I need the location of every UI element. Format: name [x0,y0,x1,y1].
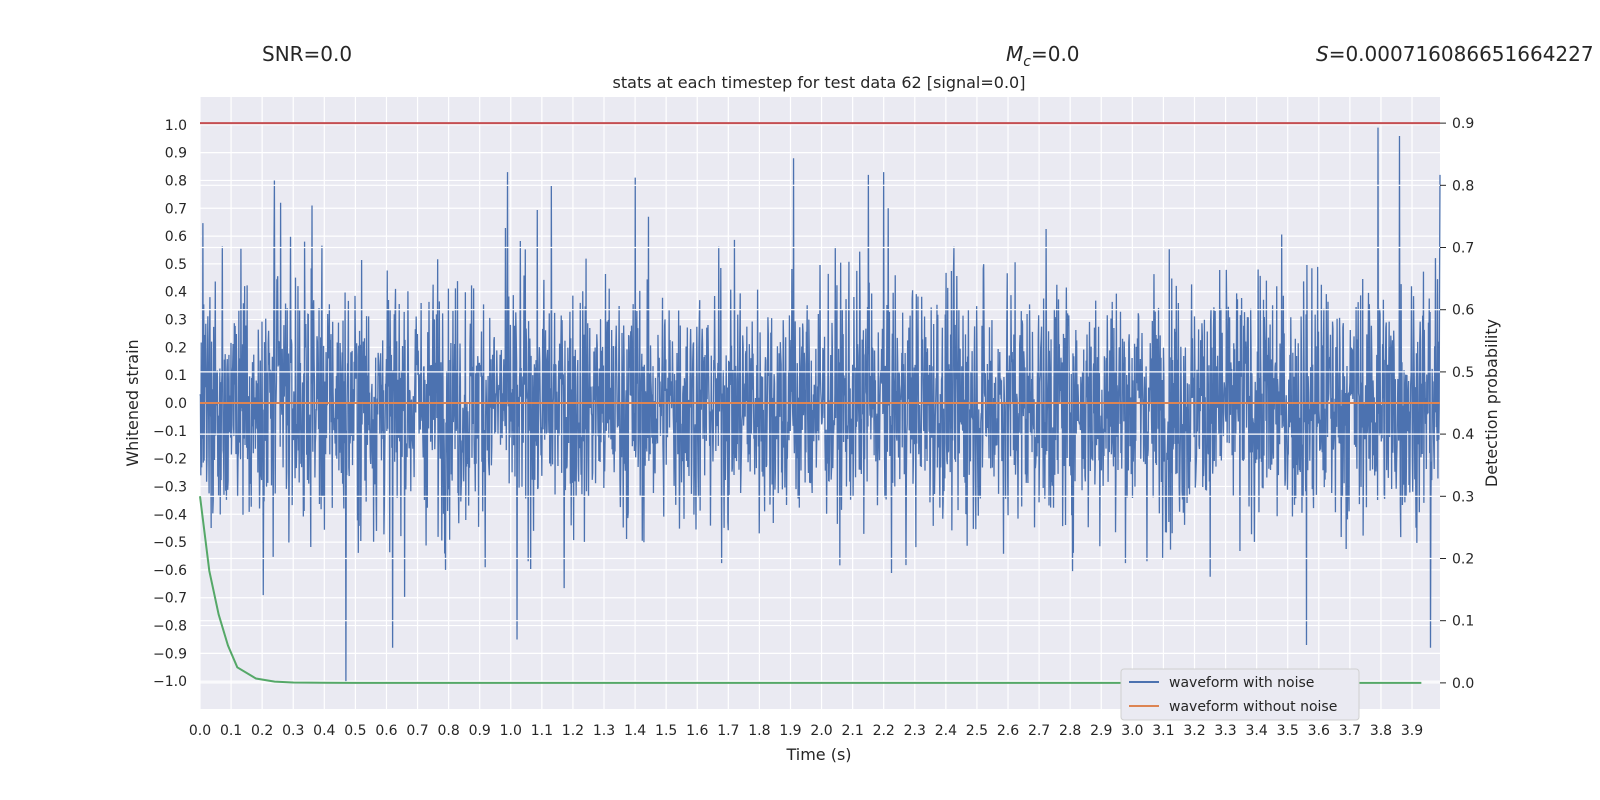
statistic-label: S=0.000716086651664227 [1316,42,1594,66]
y-tick-label: 0.4 [165,285,187,301]
legend-label-waveform-with-noise: waveform with noise [1169,675,1314,691]
y-tick-labels: 1.0 0.9 0.8 0.7 0.6 0.5 0.4 0.3 0.2 0.1 0.0 −0.1 −0.… [153,118,187,690]
y2-tick-label: 0.5 [1452,365,1474,381]
x-tick-label: 1.0 [500,723,522,739]
x-tick-label: 0.7 [406,723,428,739]
x-tick-label: 0.1 [220,723,242,739]
x-tick-label: 2.8 [1059,723,1081,739]
chart-title: stats at each timestep for test data 62 … [613,73,1026,92]
y2-tick-label: 0.1 [1452,614,1474,630]
y-axis-label: Whitened strain [123,339,142,466]
y2-tick-label: 0.9 [1452,116,1474,132]
y-tick-label: −0.6 [153,563,187,579]
y-tick-label: 0.5 [165,257,187,273]
y2-tick-label: 0.6 [1452,303,1474,319]
x-tick-label: 0.9 [469,723,491,739]
y-tick-label: 0.6 [165,229,187,245]
x-tick-label: 0.2 [251,723,273,739]
x-tick-label: 0.4 [313,723,335,739]
x-tick-labels: 0.0 0.1 0.2 0.3 0.4 0.5 0.6 0.7 0.8 0.9 1.0 1.1 1.2 1… [189,723,1423,739]
x-tick-label: 3.7 [1339,723,1361,739]
snr-label: SNR=0.0 [262,42,352,66]
y-tick-label: 0.9 [165,146,187,162]
y-tick-label: −0.3 [153,479,187,495]
series-waveform-with-noise [199,127,1441,682]
y-tick-label: −0.8 [153,619,187,635]
y-tick-label: −1.0 [153,674,187,690]
x-tick-label: 3.2 [1183,723,1205,739]
x-tick-label: 1.6 [686,723,708,739]
y2-tick-label: 0.7 [1452,241,1474,257]
legend-box [1120,668,1360,721]
x-tick-label: 3.0 [1121,723,1143,739]
x-tick-label: 2.7 [1028,723,1050,739]
y-tick-label: 0.7 [165,201,187,217]
y-tick-label: −0.2 [153,452,187,468]
x-tick-label: 2.0 [810,723,832,739]
y2-tick-label: 0.8 [1452,178,1474,194]
y-tick-label: −0.7 [153,591,187,607]
x-tick-label: 1.1 [531,723,553,739]
x-tick-label: 0.3 [282,723,304,739]
x-tick-label: 2.9 [1090,723,1112,739]
x-tick-label: 3.3 [1214,723,1236,739]
chirp-mass-label: Mc=0.0 [1006,42,1080,70]
x-tick-label: 1.8 [748,723,770,739]
y-tick-label: 0.1 [165,368,187,384]
x-tick-label: 2.3 [904,723,926,739]
x-tick-label: 3.4 [1246,723,1268,739]
x-tick-label: 2.2 [873,723,895,739]
x-tick-label: 2.1 [841,723,863,739]
x-tick-label: 3.8 [1370,723,1392,739]
y-tick-label: −0.5 [153,535,187,551]
x-tick-label: 2.6 [997,723,1019,739]
y-tick-label: −0.9 [153,646,187,662]
y2-tick-label: 0.3 [1452,489,1474,505]
x-tick-label: 0.8 [437,723,459,739]
x-tick-label: 2.5 [966,723,988,739]
y-tick-label: −0.4 [153,507,187,523]
x-tick-label: 0.0 [189,723,211,739]
y-tick-label: 0.0 [165,396,187,412]
y2-tick-label: 0.4 [1452,427,1474,443]
x-tick-label: 3.1 [1152,723,1174,739]
x-tick-label: 3.6 [1308,723,1330,739]
x-tick-label: 3.9 [1401,723,1423,739]
y2-axis-label: Detection probability [1482,319,1501,487]
y-tick-label: −0.1 [153,424,187,440]
x-tick-label: 3.5 [1277,723,1299,739]
y2-tick-labels: 0.9 0.8 0.7 0.6 0.5 0.4 0.3 0.2 0.1 0.0 [1440,116,1474,692]
y2-tick-label: 0.2 [1452,551,1474,567]
data-traces [199,122,1441,684]
x-tick-label: 1.2 [562,723,584,739]
y-tick-label: 0.2 [165,340,187,356]
x-tick-label: 1.9 [779,723,801,739]
y-tick-label: 0.3 [165,313,187,329]
x-tick-label: 1.5 [655,723,677,739]
y-tick-label: 1.0 [165,118,187,134]
x-tick-label: 1.4 [624,723,646,739]
x-tick-label: 0.6 [375,723,397,739]
y2-tick-label: 0.0 [1452,676,1474,692]
series-detection-probability [199,496,1422,684]
legend-label-waveform-without-noise: waveform without noise [1169,699,1337,715]
x-tick-label: 1.7 [717,723,739,739]
x-tick-label: 0.5 [344,723,366,739]
x-axis-label: Time (s) [785,745,851,764]
x-tick-label: 1.3 [593,723,615,739]
y-tick-label: 0.8 [165,173,187,189]
x-tick-label: 2.4 [935,723,957,739]
legend: waveform with noise waveform without noi… [1120,668,1360,721]
